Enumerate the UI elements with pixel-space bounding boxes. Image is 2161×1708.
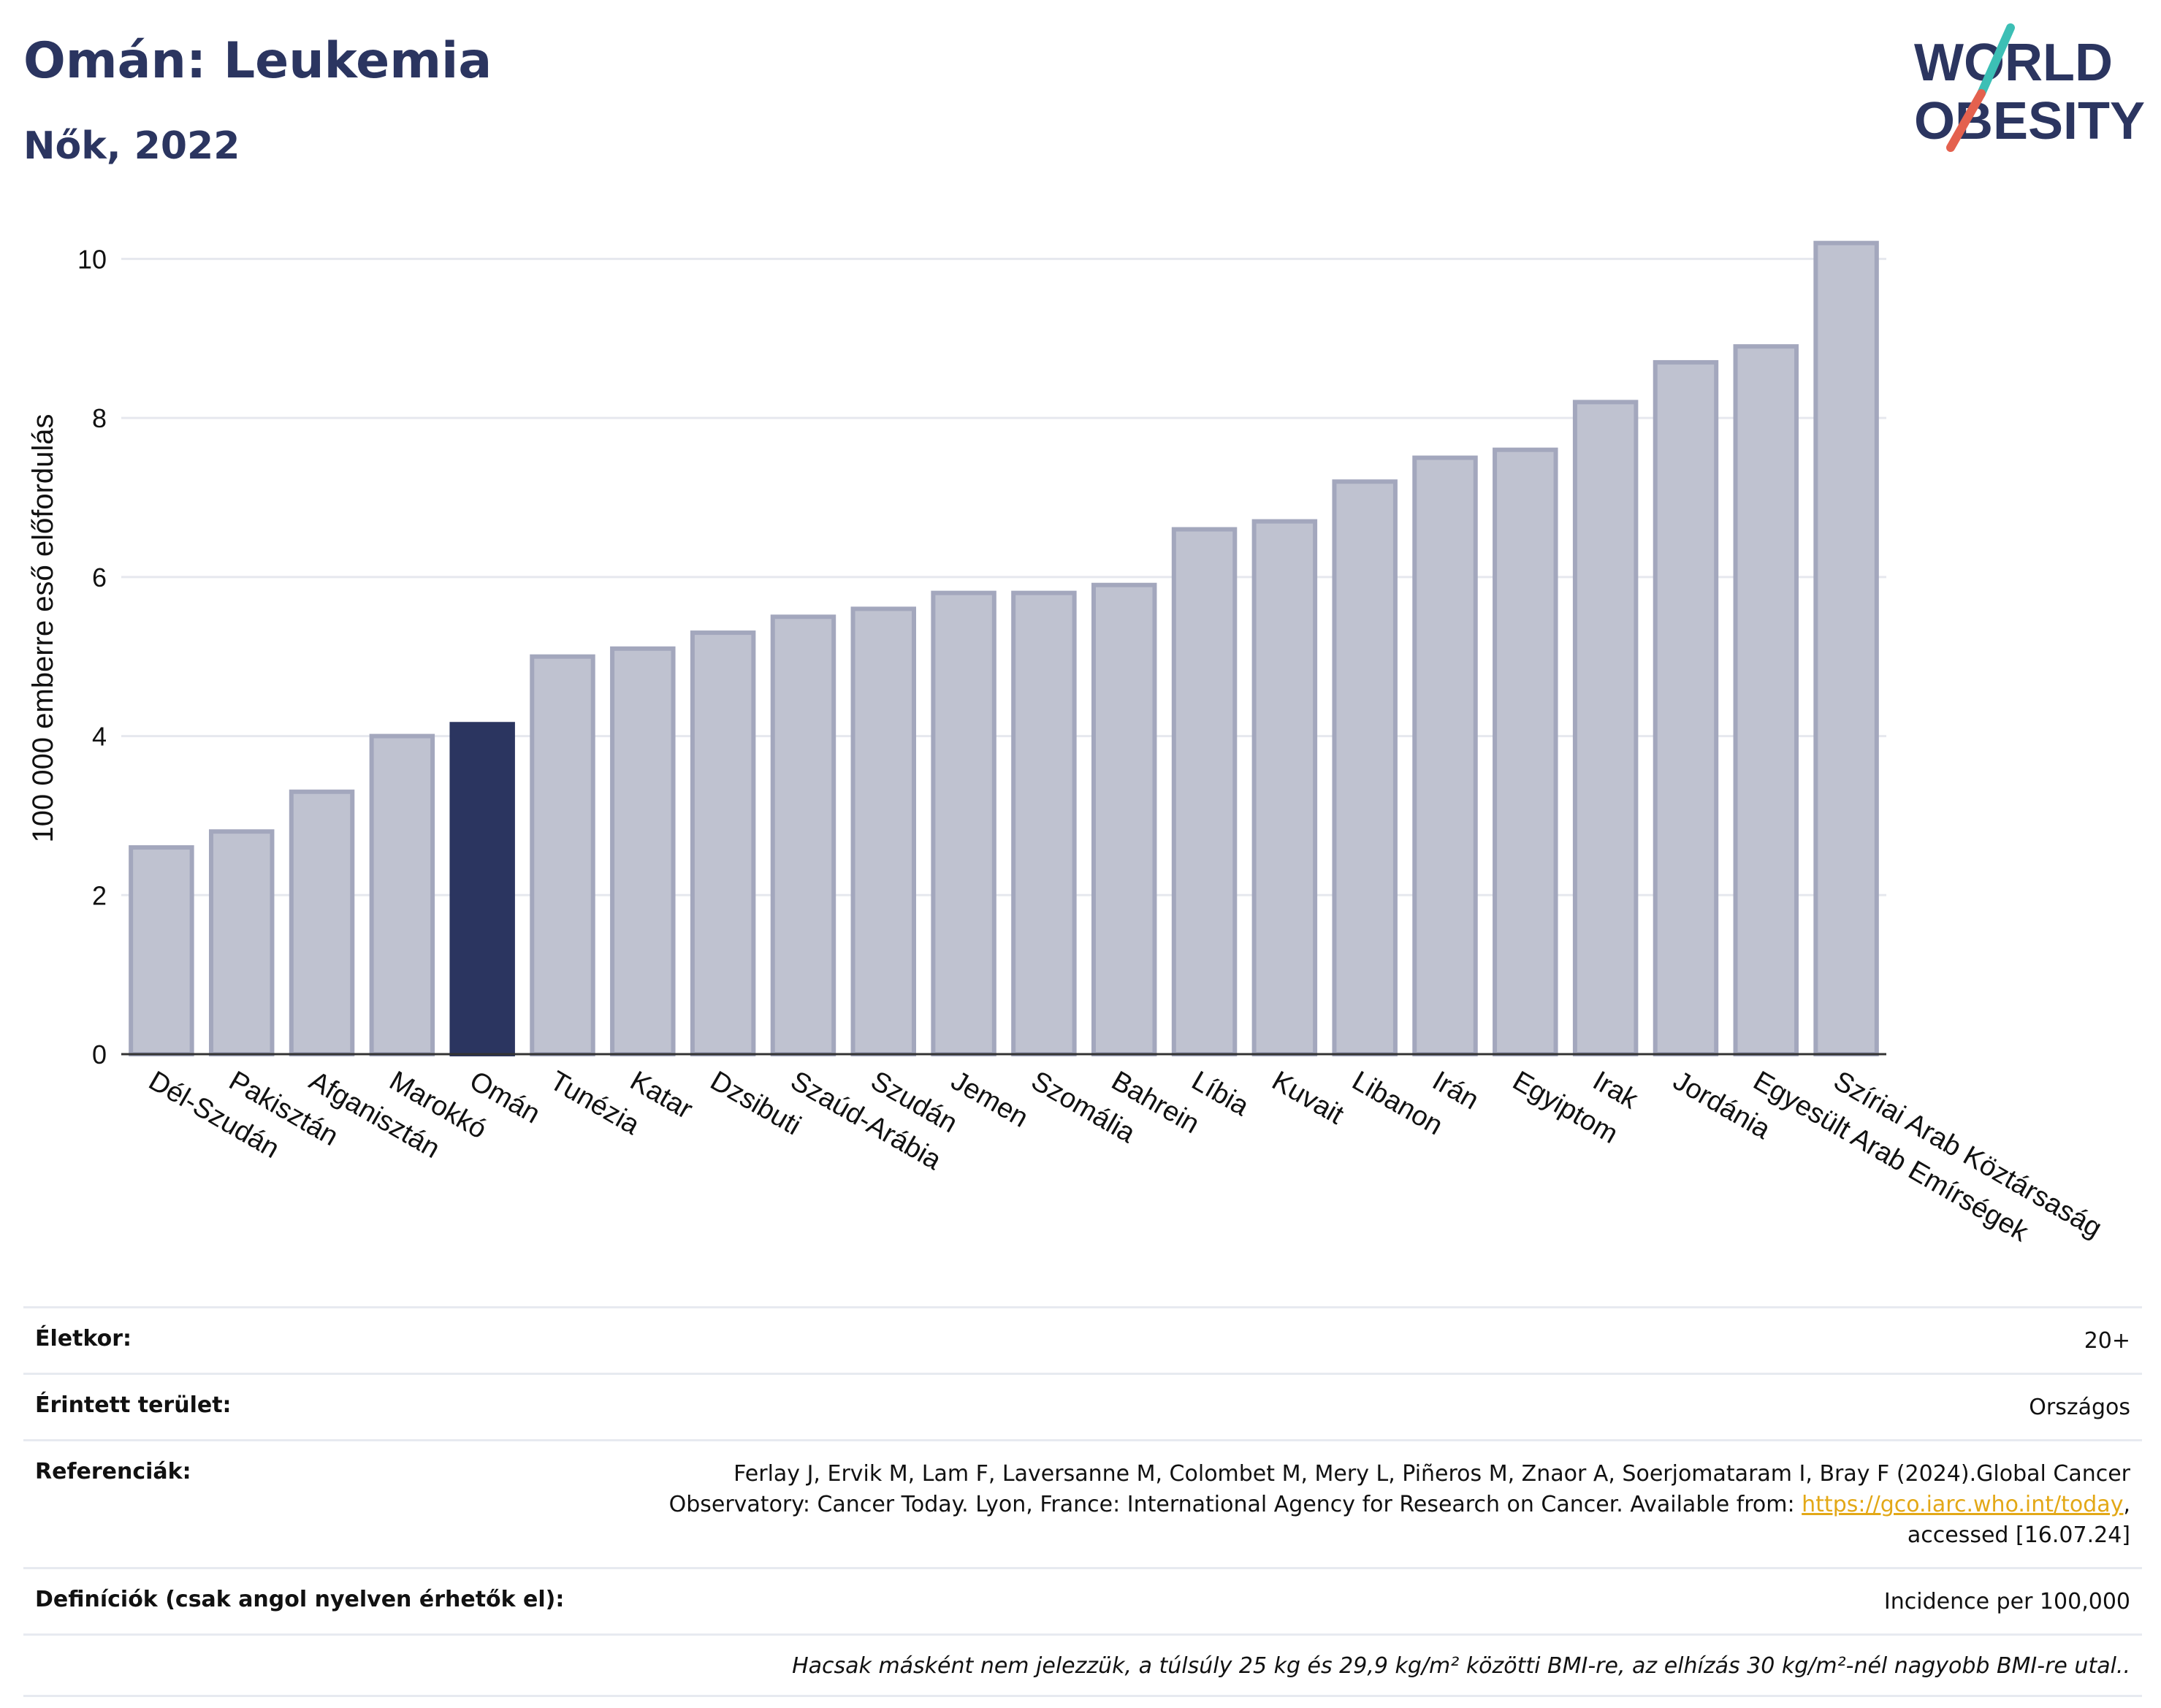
bar-default <box>1332 479 1398 1056</box>
y-tick-label: 8 <box>92 403 107 433</box>
bar-default <box>1813 240 1879 1057</box>
page-title: Omán: Leukemia <box>23 32 492 90</box>
bar-default <box>1011 590 1077 1056</box>
bar-highlight <box>449 722 515 1056</box>
bar-default <box>530 654 595 1056</box>
bar-default <box>129 845 194 1056</box>
area-label: Érintett terület: <box>35 1392 232 1418</box>
meta-row-note: Hacsak másként nem jelezzük, a túlsúly 2… <box>23 1633 2142 1697</box>
bar-default <box>369 733 435 1056</box>
bar-default <box>1091 582 1157 1056</box>
area-value: Országos <box>2029 1395 2130 1420</box>
bars <box>129 240 1879 1057</box>
definitions-value: Incidence per 100,000 <box>1883 1589 2130 1614</box>
bar-chart: 0 2 4 6 8 10 Dél-SzudánPakisztánAfganisztánMa… <box>27 240 2107 1248</box>
footnote: Hacsak másként nem jelezzük, a túlsúly 2… <box>792 1653 2130 1679</box>
x-tick-label: Libanon <box>1347 1065 1448 1141</box>
bar-default <box>1493 447 1558 1056</box>
references-value: Ferlay J, Ervik M, Lam F, Laversanne M, … <box>596 1459 2130 1551</box>
references-text: Ferlay J, Ervik M, Lam F, Laversanne M, … <box>668 1461 2130 1517</box>
logo-slash-bottom <box>1946 89 1986 152</box>
bar-default <box>1171 527 1238 1056</box>
bar-default <box>850 606 917 1056</box>
meta-row-references: Referenciák: Ferlay J, Ervik M, Lam F, L… <box>23 1439 2142 1567</box>
bar-default <box>1572 400 1639 1056</box>
page-subtitle: Nők, 2022 <box>23 124 240 168</box>
references-label: Referenciák: <box>35 1459 191 1484</box>
references-link[interactable]: https://gco.iarc.who.int/today <box>1802 1492 2124 1517</box>
x-tick-label: Kuvait <box>1267 1065 1349 1130</box>
meta-row-definitions: Definíciók (csak angol nyelven érhetők e… <box>23 1567 2142 1633</box>
x-tick-label: Jemen <box>946 1065 1034 1133</box>
y-tick-label: 0 <box>92 1040 107 1070</box>
y-tick-labels: 0 2 4 6 8 10 <box>77 244 107 1070</box>
x-tick-label: Tunézia <box>545 1065 646 1141</box>
bar-default <box>931 590 996 1056</box>
logo-slash-top <box>1977 23 2015 98</box>
y-tick-label: 4 <box>92 722 107 752</box>
bar-default <box>208 829 275 1056</box>
bar-default <box>1653 359 1719 1056</box>
bar-default <box>1733 344 1799 1056</box>
x-tick-label: Dzsibuti <box>705 1065 806 1141</box>
y-axis-label: 100 000 emberre eső előfordulás <box>27 413 59 842</box>
y-tick-label: 10 <box>77 244 107 274</box>
definitions-label: Definíciók (csak angol nyelven érhetők e… <box>35 1587 565 1612</box>
bar-default <box>610 646 676 1056</box>
logo-line1: WORLD <box>1914 34 2113 92</box>
metadata-table: Életkor: 20+ Érintett terület: Országos … <box>23 1306 2142 1697</box>
world-obesity-logo: WORLD OBESITY <box>1914 23 2145 152</box>
y-tick-label: 2 <box>92 880 107 910</box>
meta-row-age: Életkor: 20+ <box>23 1306 2142 1373</box>
age-value: 20+ <box>2084 1328 2130 1354</box>
bar-default <box>1251 519 1318 1056</box>
bar-default <box>690 630 756 1056</box>
bar-default <box>770 614 836 1056</box>
bar-default <box>1412 455 1478 1056</box>
references-accessed: , accessed [16.07.24] <box>1907 1492 2130 1548</box>
age-label: Életkor: <box>35 1326 132 1351</box>
x-tick-labels: Dél-SzudánPakisztánAfganisztánMarokkóOmá… <box>143 1065 2107 1248</box>
meta-row-area: Érintett terület: Országos <box>23 1373 2142 1439</box>
y-tick-label: 6 <box>92 563 107 592</box>
bar-default <box>289 789 355 1057</box>
